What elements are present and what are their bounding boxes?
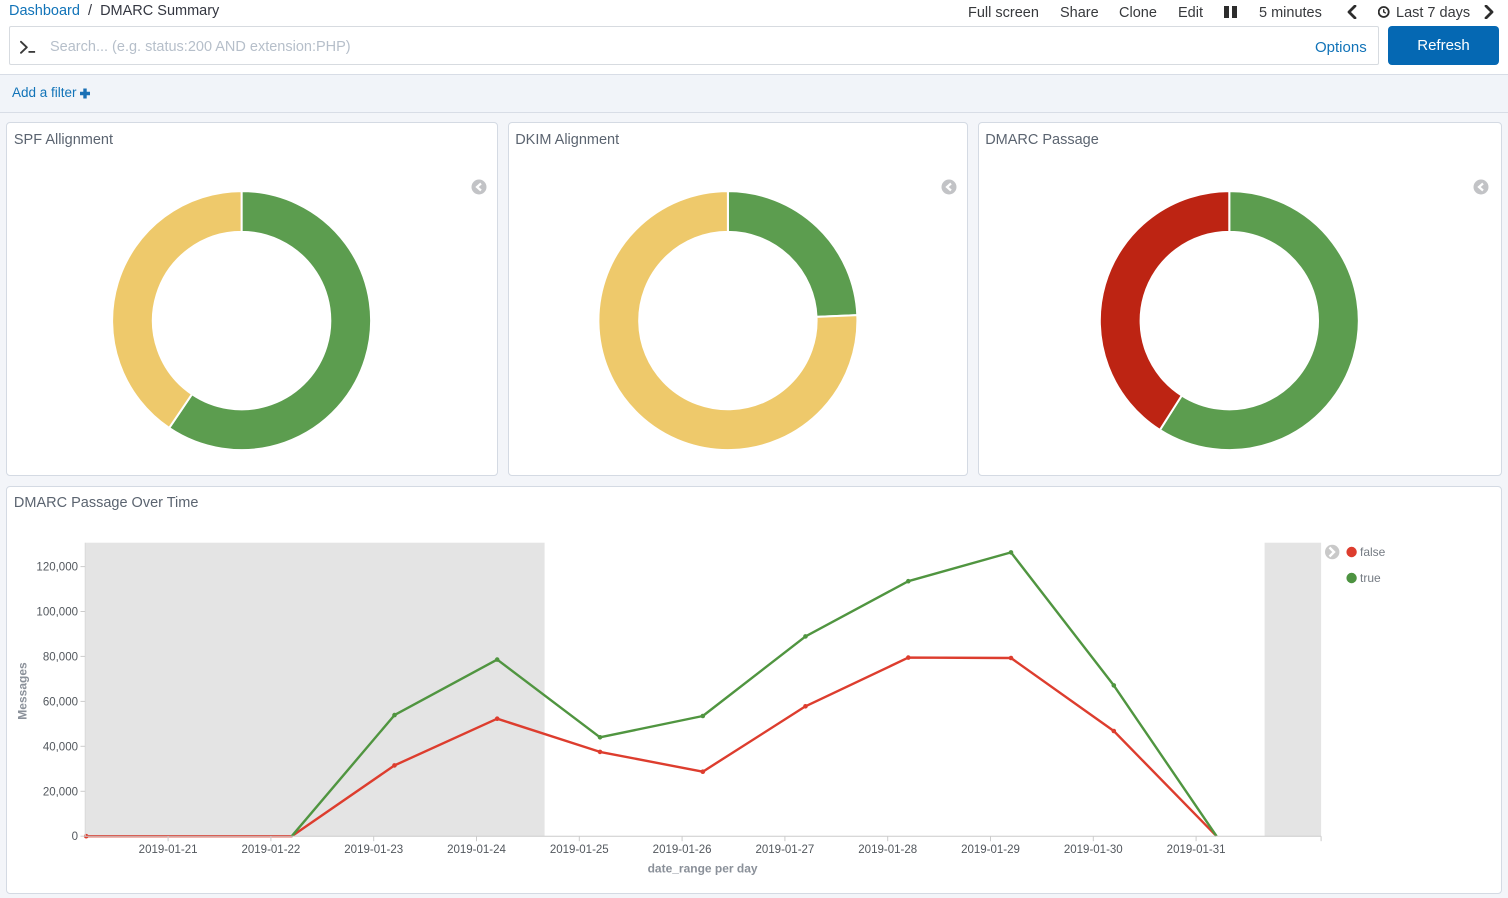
svg-text:20,000: 20,000 [43, 786, 78, 798]
svg-text:2019-01-21: 2019-01-21 [139, 844, 198, 856]
svg-text:100,000: 100,000 [37, 606, 79, 618]
svg-text:true: true [1360, 571, 1381, 585]
svg-text:2019-01-29: 2019-01-29 [961, 844, 1020, 856]
svg-text:2019-01-28: 2019-01-28 [859, 844, 918, 856]
svg-text:2019-01-22: 2019-01-22 [242, 844, 301, 856]
svg-text:2019-01-31: 2019-01-31 [1167, 844, 1226, 856]
svg-text:40,000: 40,000 [43, 741, 78, 753]
svg-text:60,000: 60,000 [43, 696, 78, 708]
svg-text:2019-01-25: 2019-01-25 [550, 844, 609, 856]
svg-text:80,000: 80,000 [43, 651, 78, 663]
svg-text:2019-01-26: 2019-01-26 [653, 844, 712, 856]
svg-text:120,000: 120,000 [37, 561, 79, 573]
svg-text:2019-01-23: 2019-01-23 [345, 844, 404, 856]
svg-text:0: 0 [72, 831, 78, 843]
svg-text:2019-01-30: 2019-01-30 [1064, 844, 1123, 856]
svg-text:date_range per day: date_range per day [648, 861, 758, 875]
svg-text:2019-01-24: 2019-01-24 [447, 844, 506, 856]
svg-text:Messages: Messages [16, 661, 30, 719]
svg-text:false: false [1360, 545, 1386, 559]
svg-text:2019-01-27: 2019-01-27 [756, 844, 815, 856]
